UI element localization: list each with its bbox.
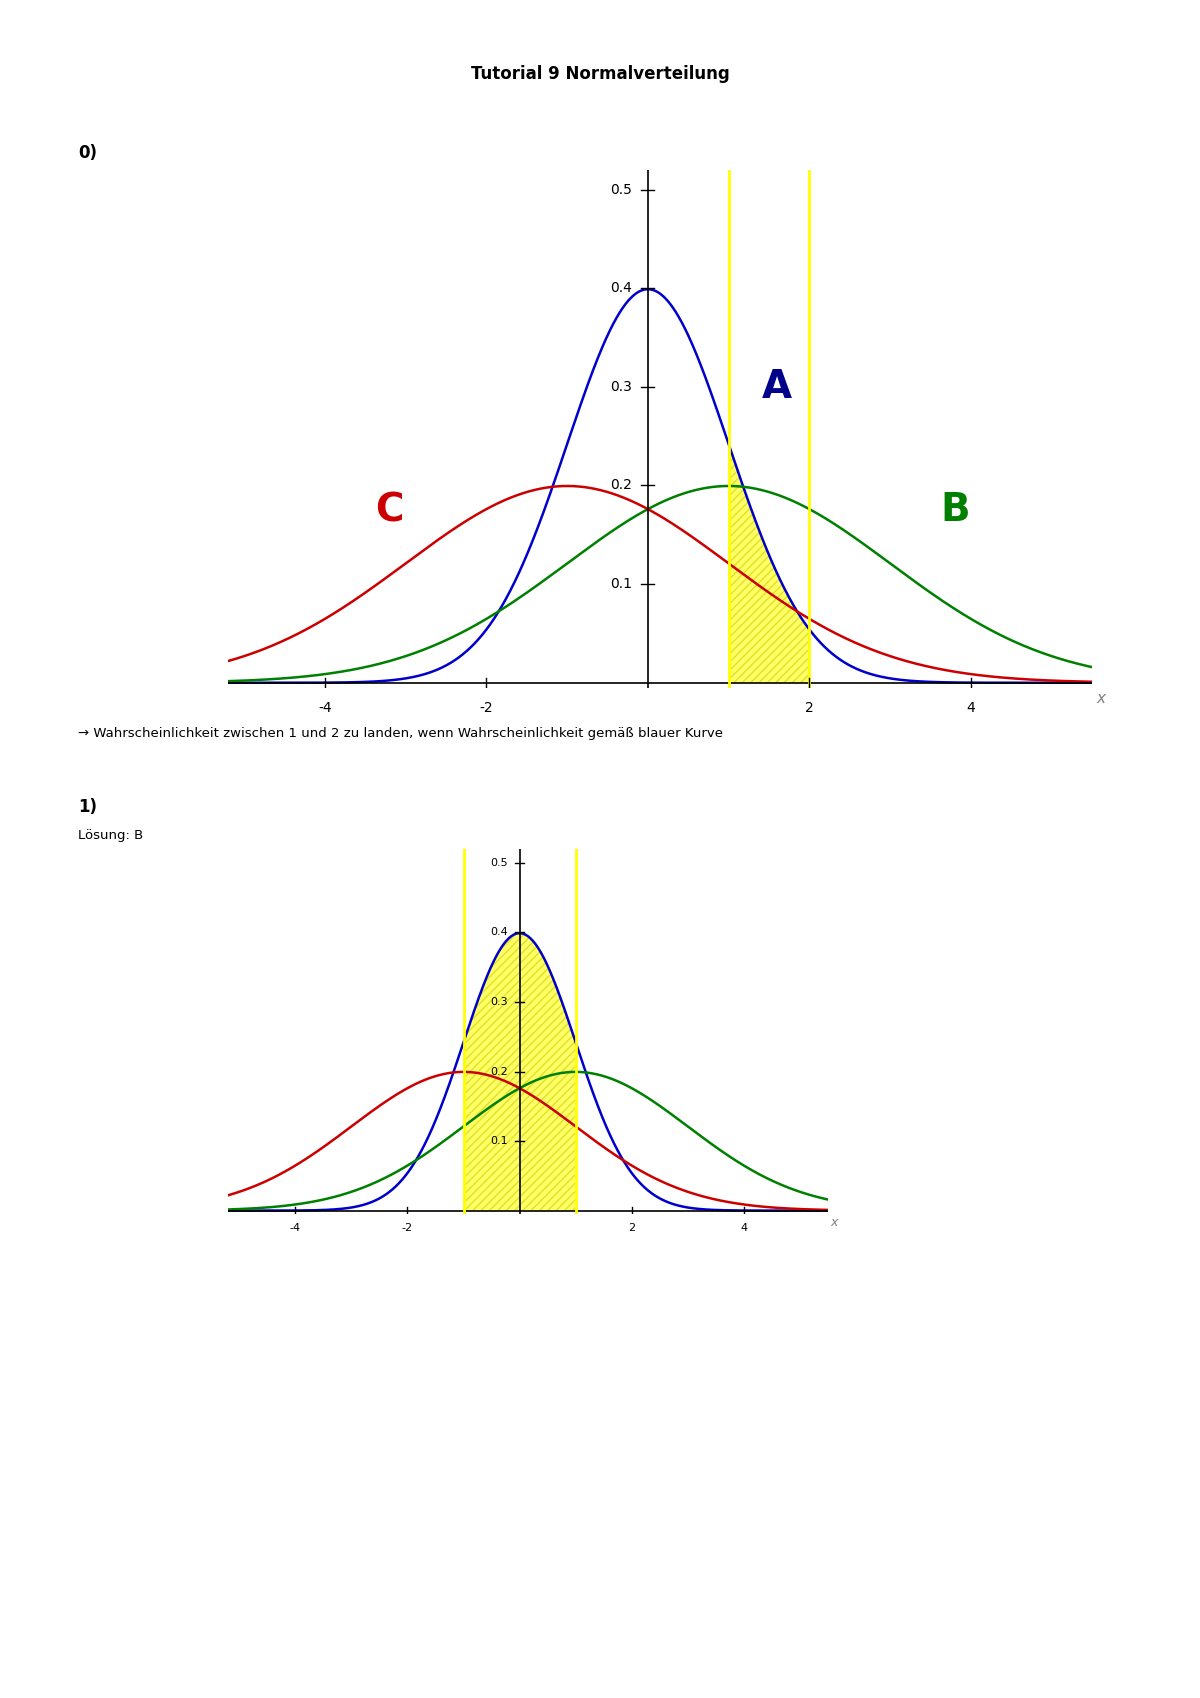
Text: 1): 1) — [78, 798, 97, 817]
Text: 0.2: 0.2 — [610, 479, 631, 492]
Text: -4: -4 — [289, 1223, 301, 1233]
Text: Lösung: B: Lösung: B — [78, 829, 143, 842]
Text: 0.4: 0.4 — [491, 927, 509, 937]
Text: 0.5: 0.5 — [610, 182, 631, 197]
Text: 0.5: 0.5 — [491, 857, 509, 868]
Text: -2: -2 — [402, 1223, 413, 1233]
Text: 0): 0) — [78, 144, 97, 163]
Text: -2: -2 — [480, 701, 493, 715]
Text: 0.1: 0.1 — [491, 1136, 509, 1146]
Text: x: x — [830, 1216, 838, 1229]
Text: Tutorial 9 Normalverteilung: Tutorial 9 Normalverteilung — [470, 65, 730, 83]
Text: → Wahrscheinlichkeit zwischen 1 und 2 zu landen, wenn Wahrscheinlichkeit gemäß b: → Wahrscheinlichkeit zwischen 1 und 2 zu… — [78, 727, 722, 740]
Text: C: C — [376, 491, 403, 530]
Text: 0.3: 0.3 — [610, 380, 631, 394]
Text: B: B — [940, 491, 970, 530]
Text: 2: 2 — [805, 701, 814, 715]
Text: 2: 2 — [628, 1223, 635, 1233]
Text: 0.3: 0.3 — [491, 997, 509, 1007]
Text: A: A — [762, 368, 792, 406]
Text: 0.2: 0.2 — [491, 1066, 509, 1077]
Text: 4: 4 — [966, 701, 976, 715]
Text: -4: -4 — [318, 701, 331, 715]
Text: 0.1: 0.1 — [610, 577, 631, 591]
Text: 4: 4 — [740, 1223, 748, 1233]
Text: x: x — [1096, 691, 1105, 706]
Text: 0.4: 0.4 — [610, 282, 631, 295]
